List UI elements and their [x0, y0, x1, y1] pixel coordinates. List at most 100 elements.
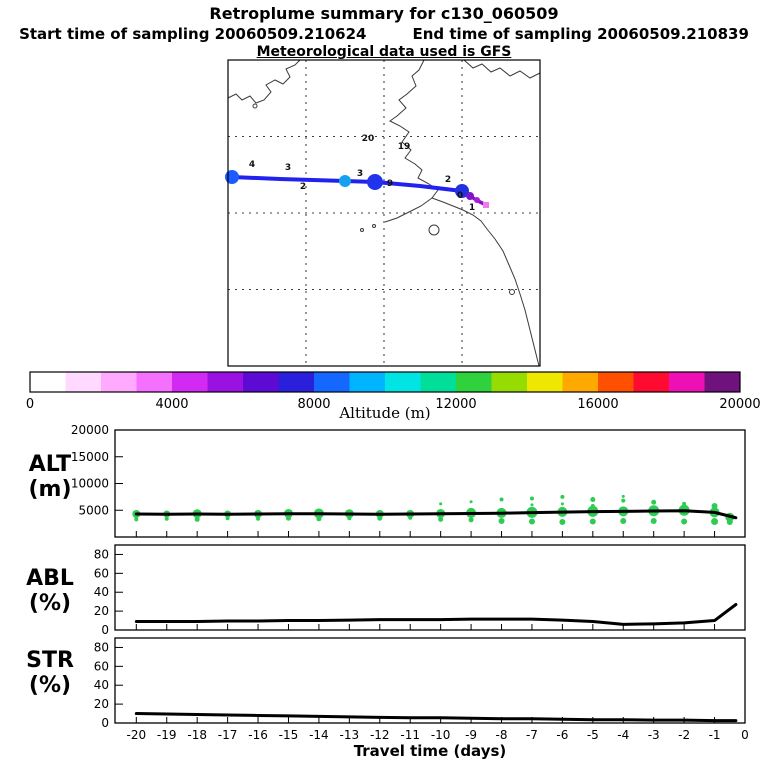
panel-frame: [114, 429, 746, 538]
panel-frame: [114, 544, 746, 631]
x-tick-label: -16: [248, 728, 268, 742]
timeseries-panels: 5000100001500020000020406080020406080-20…: [71, 423, 749, 742]
plume-dot: [530, 503, 534, 507]
colorbar-tick-label: 0: [26, 397, 34, 412]
x-tick-label: 0: [741, 728, 749, 742]
island-aleutian: [360, 228, 364, 232]
colorbar-segment: [385, 372, 421, 392]
x-tick-label: -15: [279, 728, 299, 742]
map-frame: [227, 59, 541, 367]
colorbar-tick-label: 12000: [435, 397, 476, 412]
trajectory-day-label: 3: [357, 169, 363, 179]
y-tick-label: 60: [94, 566, 109, 580]
y-tick-label: 5000: [78, 503, 109, 517]
str-label-text: STR: [26, 648, 74, 673]
y-tick-label: 60: [94, 659, 109, 673]
data-line: [134, 509, 738, 520]
trajectory-day-label: 19: [398, 142, 411, 152]
trajectory-marker: [339, 175, 351, 187]
x-tick-label: -4: [617, 728, 629, 742]
y-tick-label: 15000: [71, 450, 109, 464]
x-tick-label: -18: [187, 728, 207, 742]
x-tick-label: -20: [126, 728, 146, 742]
x-tick-label: -19: [157, 728, 177, 742]
plume-dot: [651, 499, 657, 505]
plume-dot: [590, 497, 596, 503]
y-tick-label: 0: [101, 623, 109, 637]
plume-dot: [408, 515, 413, 520]
panel-frame: [114, 637, 746, 724]
panels-layer: 5000100001500020000020406080020406080-20…: [71, 423, 749, 742]
plume-dot: [681, 504, 687, 510]
y-tick-label: 20000: [71, 423, 109, 437]
island-kodiak: [428, 224, 440, 236]
trajectory-day-label: 3: [285, 163, 291, 173]
y-tick-label: 40: [94, 678, 109, 692]
y-tick-label: 80: [94, 547, 109, 561]
plume-dot: [134, 517, 139, 522]
x-tick-label: -13: [340, 728, 360, 742]
trajectory-marker: [474, 197, 480, 203]
colorbar-segment: [598, 372, 634, 392]
x-tick-label: -14: [309, 728, 329, 742]
alt-axis-label: ALT (m): [6, 452, 94, 502]
island-aleutian: [372, 224, 376, 228]
x-tick-label: -17: [218, 728, 238, 742]
x-tick-label: -7: [526, 728, 538, 742]
x-tick-label: -10: [431, 728, 451, 742]
colorbar-segment: [243, 372, 279, 392]
colorbar-label: Altitude (m): [339, 404, 431, 422]
colorbar-tick-label: 20000: [719, 397, 760, 412]
plume-dot: [726, 519, 733, 526]
trajectory-day-label: 0: [457, 191, 463, 201]
trajectory-day-label: 9: [387, 179, 393, 189]
colorbar-segments: 0 4000 8000 12000 16000 20000: [26, 371, 761, 412]
colorbar-segment: [172, 372, 208, 392]
trajectory-marker: [367, 174, 383, 190]
y-tick-label: 20: [94, 697, 109, 711]
colorbar-tick-label: 16000: [577, 397, 618, 412]
plume-dot: [285, 515, 291, 521]
trajectory-marker: [455, 184, 469, 198]
x-tick-label: -6: [556, 728, 568, 742]
trajectory-line: [230, 175, 464, 193]
data-line: [134, 712, 738, 723]
plume-dot: [225, 516, 230, 521]
sampling-times-line: Start time of sampling 20060509.210624 E…: [0, 25, 768, 43]
trajectory-day-label: 4: [249, 160, 255, 170]
colorbar-segment: [704, 372, 741, 392]
plume-dot: [621, 498, 626, 503]
end-time-text: End time of sampling 20060509.210839: [412, 25, 749, 43]
plume-dot: [650, 517, 657, 524]
plume-dot: [711, 517, 719, 525]
plume-dot: [560, 494, 565, 499]
trajectory-marker: [225, 170, 239, 184]
plume-dot: [621, 494, 625, 498]
x-tick-label: -9: [465, 728, 477, 742]
abl-label-text: ABL: [26, 566, 74, 591]
y-tick-label: 40: [94, 585, 109, 599]
data-line: [134, 603, 738, 626]
plume-dot: [681, 518, 688, 525]
plume-dot: [559, 519, 566, 526]
coastline-top-right: [463, 59, 541, 79]
colorbar-tick-label: 4000: [155, 397, 188, 412]
colorbar-segment: [669, 372, 705, 392]
abl-axis-label: ABL (%): [6, 566, 94, 616]
island: [509, 289, 515, 295]
x-tick-label: -5: [587, 728, 599, 742]
plume-dot: [589, 518, 596, 525]
str-axis-label: STR (%): [6, 648, 94, 698]
colorbar-segment: [491, 372, 528, 392]
y-tick-label: 20: [94, 604, 109, 618]
trajectory-marker: [483, 202, 489, 208]
colorbar-segment: [278, 372, 315, 392]
plume-dot: [590, 503, 595, 508]
trajectory-day-label: 1: [469, 203, 475, 213]
str-label-unit: (%): [28, 673, 72, 698]
colorbar-segment: [207, 372, 244, 392]
